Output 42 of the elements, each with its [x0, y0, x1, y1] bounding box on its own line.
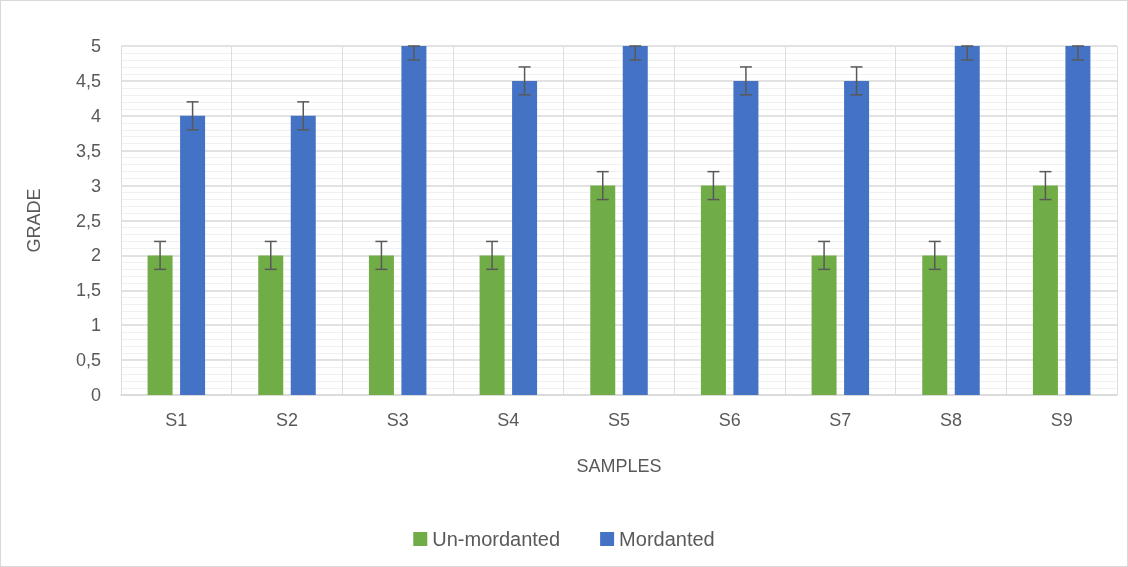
y-tick-label: 4: [90, 105, 101, 126]
y-tick-label: 3: [90, 175, 101, 196]
y-tick-label: 3,5: [75, 140, 101, 161]
x-tick-label: S7: [829, 410, 852, 430]
legend-label: Mordanted: [619, 528, 715, 550]
y-tick-label: 5: [90, 36, 101, 56]
bar: [1065, 46, 1091, 395]
x-tick-label: S9: [1050, 410, 1073, 430]
bar: [479, 255, 505, 395]
bar: [180, 115, 206, 395]
x-axis-title: SAMPLES: [576, 456, 662, 476]
y-tick-label: 0,5: [75, 350, 101, 371]
bar: [290, 115, 316, 395]
x-tick-label: S5: [607, 410, 631, 430]
x-tick-label: S8: [939, 410, 963, 430]
bar: [922, 255, 948, 395]
x-tick-label: S4: [497, 410, 520, 430]
y-tick-label: 1: [90, 315, 101, 336]
bar: [401, 46, 427, 395]
bar: [700, 185, 726, 395]
bar: [590, 185, 616, 395]
y-axis-title: GRADE: [24, 188, 44, 253]
y-tick-label: 0: [90, 385, 101, 405]
bar: [368, 255, 394, 395]
y-tick-label: 4,5: [75, 70, 101, 91]
legend-label: Un-mordanted: [432, 528, 561, 550]
y-tick-label: 1,5: [75, 280, 101, 301]
bar: [733, 80, 759, 395]
x-tick-label: S1: [165, 410, 188, 430]
bar: [1032, 185, 1058, 395]
bar: [147, 255, 173, 395]
bar: [512, 80, 538, 395]
bar: [622, 46, 648, 395]
y-tick-label: 2: [90, 245, 101, 266]
bar: [844, 80, 870, 395]
bar: [258, 255, 284, 395]
x-tick-label: S6: [718, 410, 741, 430]
x-tick-label: S3: [386, 410, 409, 430]
y-tick-label: 2,5: [75, 210, 101, 231]
bar: [811, 255, 837, 395]
x-tick-label: S2: [275, 410, 299, 430]
bar: [954, 46, 980, 395]
